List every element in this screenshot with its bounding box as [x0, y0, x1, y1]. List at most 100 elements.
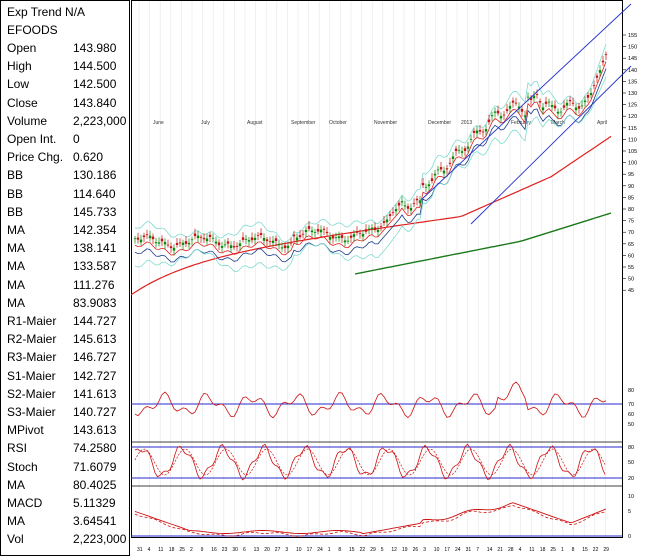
macd-line — [134, 502, 607, 535]
panel-row-value: 133.587 — [73, 259, 117, 274]
candle-body — [478, 129, 482, 132]
candle-body — [283, 245, 287, 249]
date-tick-label: 18 — [169, 547, 175, 553]
ma-longest-green-line — [354, 212, 612, 275]
candle-body — [460, 151, 464, 153]
panel-row-value: 83.9083 — [73, 295, 117, 310]
macd-tick-label: 0 — [628, 534, 631, 540]
ma-short-red-line — [134, 61, 607, 256]
candle-body — [442, 170, 446, 174]
candle-body — [322, 228, 326, 230]
date-tick-label: 18 — [540, 547, 546, 553]
candle-body — [241, 237, 245, 240]
candle-body — [262, 237, 266, 241]
panel-row-value: 80.4025 — [73, 477, 117, 492]
panel-row-value: 142.727 — [73, 368, 117, 383]
candle-body — [571, 102, 575, 104]
candle-body — [559, 111, 563, 113]
candle-body — [520, 108, 524, 112]
candle-body — [226, 241, 230, 244]
candle-body — [544, 101, 548, 104]
candle-body — [496, 110, 500, 114]
panel-row-value: 144.727 — [73, 314, 117, 328]
candle-body — [271, 240, 275, 244]
data-window-panel: Exp Trend N/A EFOODS Open 143.980 High 144.… — [0, 0, 130, 556]
candle-body — [286, 245, 290, 249]
candle-body — [133, 238, 137, 240]
month-label: December — [428, 120, 451, 126]
candle-body — [514, 102, 518, 104]
candle-body — [199, 236, 203, 238]
candle-body — [412, 203, 416, 205]
candle-body — [319, 229, 323, 233]
price-tick-label: 85 — [628, 195, 634, 201]
candle-body — [358, 232, 362, 234]
candle-body — [307, 226, 311, 229]
candle-body — [244, 238, 248, 240]
candle-body — [151, 236, 155, 240]
candle-body — [202, 237, 206, 240]
price-tick-label: 125 — [628, 103, 637, 109]
candle-body — [277, 243, 281, 246]
candle-body — [301, 233, 305, 235]
panel-row-label: MA — [7, 277, 25, 292]
chart-area[interactable]: June July August September October November De… — [131, 0, 660, 560]
candle-body — [166, 244, 170, 246]
candle-body — [220, 246, 224, 248]
candle-body — [448, 162, 452, 164]
candle-body — [508, 105, 512, 109]
candle-body — [568, 99, 572, 102]
date-tick-label: 4 — [148, 547, 151, 553]
panel-row-label: Open Int. — [7, 132, 57, 146]
candle-body — [385, 219, 389, 223]
candle-body — [310, 230, 314, 233]
date-tick-label: 3 — [423, 547, 426, 553]
candle-body — [196, 235, 200, 239]
candle-body — [172, 247, 176, 251]
date-tick-label: 17 — [307, 547, 313, 553]
candle-body — [451, 156, 455, 160]
ma-long-red-line — [131, 135, 612, 296]
panel-row-value: 2,223,000 — [73, 113, 127, 128]
month-label: February — [511, 120, 532, 126]
candle-body — [406, 206, 410, 209]
candle-body — [211, 237, 215, 239]
price-tick-label: 120 — [628, 114, 637, 120]
panel-row-value: 140.727 — [73, 405, 117, 419]
candle-body — [523, 115, 527, 117]
price-tick-label: 130 — [628, 91, 637, 97]
date-tick-label: 11 — [529, 547, 534, 553]
date-tick-label: 26 — [413, 547, 419, 553]
candle-body — [430, 178, 434, 182]
panel-row-label: MA — [7, 223, 25, 237]
price-tick-label: 115 — [628, 126, 637, 132]
candle-body — [532, 95, 536, 99]
candle-body — [352, 234, 356, 237]
candle-body — [388, 214, 392, 216]
candle-body — [328, 237, 332, 240]
price-tick-label: 55 — [628, 265, 634, 271]
candle-body — [586, 94, 590, 98]
rsi-tick-label: 80 — [628, 388, 634, 394]
date-tick-label: 23 — [222, 547, 228, 553]
candle-body — [313, 232, 317, 233]
candle-body — [265, 239, 269, 242]
panel-row-label: Volume — [7, 113, 48, 128]
candle-body — [397, 202, 401, 206]
panel-row-label: MA — [7, 259, 25, 274]
price-tick-label: 155 — [628, 33, 637, 39]
candle-body — [379, 226, 383, 227]
panel-row-label: R3-Maier — [7, 350, 57, 365]
panel-row-value: 143.840 — [73, 95, 117, 110]
candle-body — [280, 247, 284, 249]
date-tick-label: 10 — [434, 547, 440, 553]
candle-body — [484, 129, 488, 132]
candle-body — [154, 242, 158, 244]
candle-body — [157, 242, 161, 244]
date-tick-label: 20 — [264, 547, 270, 553]
panel-row-label: BB — [7, 186, 24, 201]
date-tick-label: 22 — [360, 547, 366, 553]
panel-row-label: High — [7, 59, 32, 74]
candle-body — [139, 239, 143, 243]
candle-body — [214, 241, 218, 244]
